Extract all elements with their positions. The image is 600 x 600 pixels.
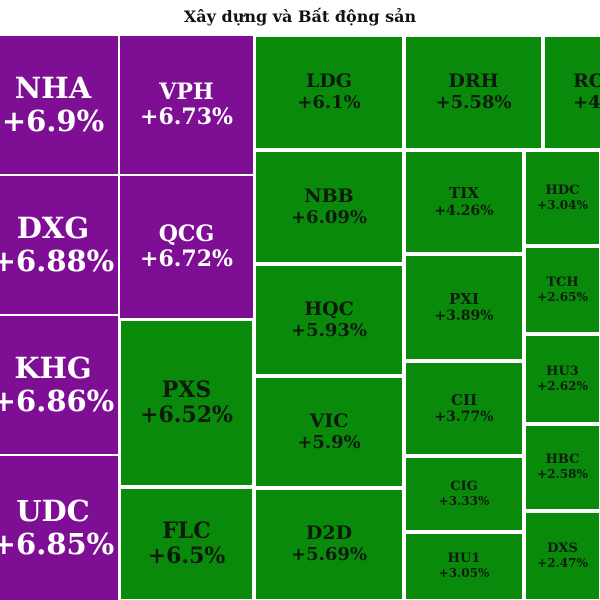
tile-qcg[interactable]: QCG +6.72% [120, 176, 253, 318]
tile-symbol: FLC [162, 517, 211, 544]
tile-khg[interactable]: KHG +6.86% [0, 316, 118, 454]
tile-tch[interactable]: TCH +2.65% [525, 247, 600, 333]
tile-change: +6.73% [140, 104, 233, 130]
tile-symbol: CIG [450, 478, 478, 494]
tile-drh[interactable]: DRH +5.58% [405, 36, 542, 149]
tile-vic[interactable]: VIC +5.9% [255, 377, 403, 487]
tile-tix[interactable]: TIX +4.26% [405, 151, 523, 253]
tile-dxs[interactable]: DXS +2.47% [525, 512, 600, 600]
tile-change: +3.05% [438, 566, 490, 581]
tile-ldg[interactable]: LDG +6.1% [255, 36, 403, 149]
tile-symbol: VPH [159, 78, 214, 105]
tile-symbol: TCH [546, 274, 579, 290]
tile-change: +2.58% [537, 467, 588, 482]
tile-symbol: UDC [16, 493, 90, 528]
tile-change: +4. [573, 92, 600, 114]
tile-change: +6.52% [140, 402, 233, 428]
tile-change: +3.04% [537, 197, 588, 212]
tile-symbol: HU1 [447, 551, 481, 567]
tile-change: +6.86% [0, 384, 115, 418]
tile-symbol: QCG [158, 220, 215, 247]
tile-flc[interactable]: FLC +6.5% [120, 488, 253, 600]
tile-change: +6.5% [147, 543, 226, 569]
tile-hdc[interactable]: HDC +3.04% [525, 151, 600, 245]
tile-change: +6.88% [0, 244, 115, 278]
tile-change: +2.47% [537, 555, 588, 570]
tile-change: +3.33% [438, 493, 490, 508]
tile-change: +6.09% [290, 206, 368, 228]
tile-symbol: HBC [545, 452, 580, 468]
tile-symbol: DXG [16, 210, 90, 245]
tile-symbol: HQC [304, 297, 354, 320]
tile-change: +5.9% [297, 431, 361, 453]
tile-hu1[interactable]: HU1 +3.05% [405, 533, 523, 600]
tile-change: +6.85% [0, 527, 115, 561]
tile-cig[interactable]: CIG +3.33% [405, 457, 523, 531]
tile-symbol: TIX [449, 184, 479, 203]
tile-symbol: LDG [305, 70, 353, 93]
tile-symbol: VIC [309, 409, 349, 432]
tile-hu3[interactable]: HU3 +2.62% [525, 335, 600, 423]
tile-ro[interactable]: RO +4. [544, 36, 600, 149]
tile-change: +6.1% [297, 92, 361, 114]
tile-symbol: KHG [14, 350, 92, 385]
tile-symbol: NHA [14, 70, 92, 105]
tile-pxs[interactable]: PXS +6.52% [120, 320, 253, 486]
tile-change: +6.72% [140, 246, 233, 272]
tile-symbol: DRH [448, 70, 499, 93]
tile-change: +3.89% [434, 308, 494, 325]
tile-symbol: CII [451, 390, 477, 409]
tile-symbol: DXS [547, 540, 578, 556]
tile-change: +2.65% [537, 289, 588, 304]
tile-d2d[interactable]: D2D +5.69% [255, 489, 403, 600]
tile-symbol: HDC [545, 182, 580, 198]
tile-symbol: NBB [304, 184, 354, 207]
tile-hbc[interactable]: HBC +2.58% [525, 425, 600, 510]
tile-change: +3.77% [434, 409, 494, 426]
tile-pxi[interactable]: PXI +3.89% [405, 255, 523, 360]
tile-symbol: RO [573, 70, 600, 93]
tile-cii[interactable]: CII +3.77% [405, 362, 523, 455]
tile-vph[interactable]: VPH +6.73% [120, 36, 253, 174]
tile-symbol: HU3 [546, 363, 579, 379]
tile-change: +4.26% [434, 202, 494, 219]
tile-symbol: D2D [305, 522, 353, 545]
sector-title: Xây dựng và Bất động sản [183, 7, 417, 26]
tile-change: +2.62% [537, 378, 588, 393]
tile-symbol: PXI [449, 289, 479, 308]
tile-dxg[interactable]: DXG +6.88% [0, 176, 118, 314]
tile-nha[interactable]: NHA +6.9% [0, 36, 118, 174]
tile-hqc[interactable]: HQC +5.93% [255, 265, 403, 375]
tile-change: +5.93% [290, 319, 368, 341]
tile-nbb[interactable]: NBB +6.09% [255, 151, 403, 263]
tile-change: +5.58% [435, 92, 512, 114]
tile-symbol: PXS [161, 376, 212, 403]
tile-change: +5.69% [290, 544, 368, 566]
tile-udc[interactable]: UDC +6.85% [0, 456, 118, 600]
treemap: NHA +6.9% DXG +6.88% KHG +6.86% UDC +6.8… [0, 34, 600, 600]
tile-change: +6.9% [1, 104, 105, 138]
